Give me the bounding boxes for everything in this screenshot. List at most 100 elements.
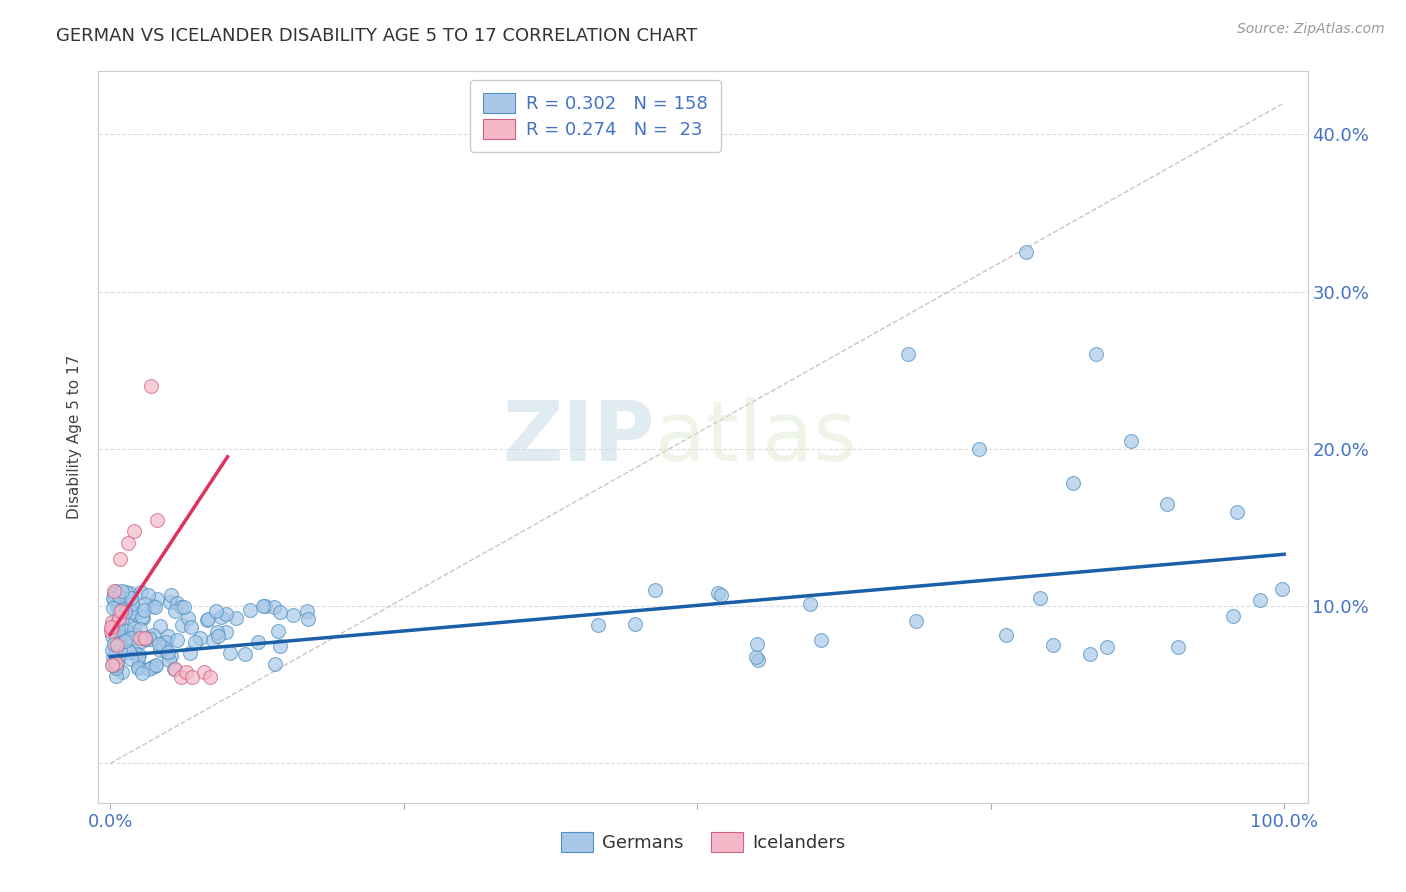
Point <box>115 623 138 637</box>
Point <box>904 614 927 628</box>
Point <box>103 637 125 651</box>
Point <box>218 647 240 661</box>
Point <box>207 629 229 643</box>
Point <box>166 596 188 610</box>
Point <box>114 585 136 599</box>
Point <box>100 620 122 634</box>
Point <box>1095 640 1118 655</box>
Point <box>295 604 318 618</box>
Point <box>105 668 128 682</box>
Point <box>132 610 155 624</box>
Point <box>128 661 150 675</box>
Point <box>252 599 274 614</box>
Point <box>799 597 821 611</box>
Point <box>233 647 256 661</box>
Point <box>179 646 201 660</box>
Point <box>127 650 149 665</box>
Point <box>104 658 127 673</box>
Point <box>160 588 183 602</box>
Point <box>110 603 132 617</box>
Point <box>169 670 191 684</box>
Point <box>967 442 990 456</box>
Point <box>281 607 304 622</box>
Point <box>114 606 136 620</box>
Point <box>143 599 166 614</box>
Point <box>138 662 160 676</box>
Point <box>897 347 920 361</box>
Point <box>111 665 134 679</box>
Point <box>101 615 124 629</box>
Point <box>129 585 152 599</box>
Point <box>1271 582 1294 596</box>
Point <box>176 665 198 680</box>
Text: Source: ZipAtlas.com: Source: ZipAtlas.com <box>1237 22 1385 37</box>
Point <box>103 587 125 601</box>
Point <box>131 610 153 624</box>
Point <box>108 599 131 613</box>
Point <box>163 661 186 675</box>
Point <box>266 624 288 638</box>
Point <box>1249 593 1271 607</box>
Point <box>118 611 141 625</box>
Point <box>108 629 131 643</box>
Point <box>1121 434 1143 448</box>
Legend: Germans, Icelanders: Germans, Icelanders <box>554 825 852 860</box>
Point <box>124 628 146 642</box>
Point <box>142 628 165 642</box>
Point <box>745 637 768 651</box>
Point <box>263 599 285 614</box>
Point <box>120 652 142 666</box>
Point <box>105 657 128 671</box>
Point <box>101 600 124 615</box>
Point <box>1042 638 1064 652</box>
Point <box>157 629 180 643</box>
Point <box>1085 347 1108 361</box>
Point <box>121 597 143 611</box>
Point <box>118 645 141 659</box>
Point <box>170 599 193 614</box>
Point <box>1156 497 1178 511</box>
Point <box>128 659 150 673</box>
Point <box>152 640 174 654</box>
Point <box>127 659 149 673</box>
Point <box>121 626 143 640</box>
Point <box>101 620 124 634</box>
Point <box>159 648 181 663</box>
Point <box>269 605 291 619</box>
Point <box>586 618 609 632</box>
Point <box>810 633 832 648</box>
Point <box>197 612 219 626</box>
Point <box>108 634 131 648</box>
Y-axis label: Disability Age 5 to 17: Disability Age 5 to 17 <box>67 355 83 519</box>
Point <box>1222 609 1244 624</box>
Point <box>149 619 172 633</box>
Point <box>215 624 238 639</box>
Point <box>173 599 195 614</box>
Point <box>1015 245 1038 260</box>
Point <box>201 633 224 648</box>
Point <box>148 637 170 651</box>
Point <box>131 665 153 680</box>
Point <box>138 630 160 644</box>
Point <box>107 649 129 664</box>
Point <box>156 644 179 658</box>
Point <box>138 632 160 647</box>
Point <box>163 604 186 618</box>
Point <box>107 606 129 620</box>
Point <box>103 593 125 607</box>
Point <box>117 536 139 550</box>
Point <box>253 599 276 614</box>
Point <box>103 624 125 638</box>
Point <box>172 617 194 632</box>
Point <box>128 648 150 662</box>
Point <box>146 513 169 527</box>
Point <box>747 653 769 667</box>
Point <box>125 607 148 622</box>
Point <box>100 658 122 673</box>
Point <box>624 616 647 631</box>
Point <box>225 611 247 625</box>
Point <box>111 633 134 648</box>
Point <box>157 652 180 666</box>
Point <box>105 638 128 652</box>
Point <box>108 635 131 649</box>
